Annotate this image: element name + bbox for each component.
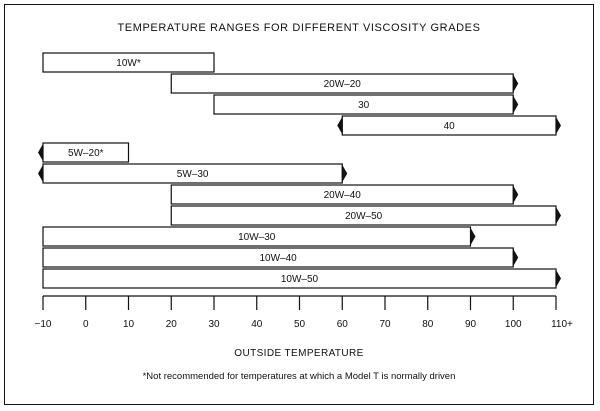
x-tick-label-12: 110+ [551,319,573,330]
arrow-right-5w-30 [341,164,348,183]
arrow-left-40 [337,116,343,135]
x-tick-label-2: 10 [123,319,135,330]
bar-label-10w-40: 10W–40 [260,253,298,264]
arrow-right-40 [555,116,561,135]
x-axis-label: OUTSIDE TEMPERATURE [234,348,364,359]
arrow-right-10w-50 [555,269,561,288]
bar-label-5w-30: 5W–30 [177,169,209,180]
bar-label-20w-40: 20W–40 [324,190,362,201]
x-tick-label-6: 50 [294,319,306,330]
bar-label-30: 30 [358,100,370,111]
arrow-right-20w-20 [512,74,519,93]
bar-label-10w: 10W* [116,58,141,69]
x-tick-label-1: 0 [83,319,89,330]
bar-label-10w-50: 10W–50 [281,274,319,285]
bar-label-40: 40 [444,121,456,132]
x-tick-label-8: 70 [379,319,391,330]
range-bar-10w [42,52,215,73]
x-tick-label-11: 100 [505,319,522,330]
arrow-left-5w-30 [38,164,44,183]
bar-label-20w-50: 20W–50 [345,211,383,222]
arrow-right-10w-40 [512,248,519,267]
footnote: *Not recommended for temperatures at whi… [142,371,456,382]
bar-label-20w-20: 20W–20 [324,79,362,90]
bar-label-10w-30: 10W–30 [238,232,276,243]
x-tick-label-5: 40 [251,319,263,330]
arrow-right-20w-40 [512,185,519,204]
arrow-right-20w-50 [555,206,561,225]
x-tick-label-7: 60 [337,319,349,330]
x-tick-label-4: 30 [208,319,220,330]
arrow-right-30 [512,95,519,114]
arrow-left-5w-20 [38,143,44,162]
x-tick-label-0: −10 [35,319,52,330]
x-tick-label-3: 20 [166,319,178,330]
chart-title: TEMPERATURE RANGES FOR DIFFERENT VISCOSI… [117,22,481,34]
x-tick-label-10: 90 [465,319,477,330]
x-tick-label-9: 80 [422,319,434,330]
arrow-right-10w-30 [470,227,476,246]
bar-label-5w-20: 5W–20* [68,148,104,159]
